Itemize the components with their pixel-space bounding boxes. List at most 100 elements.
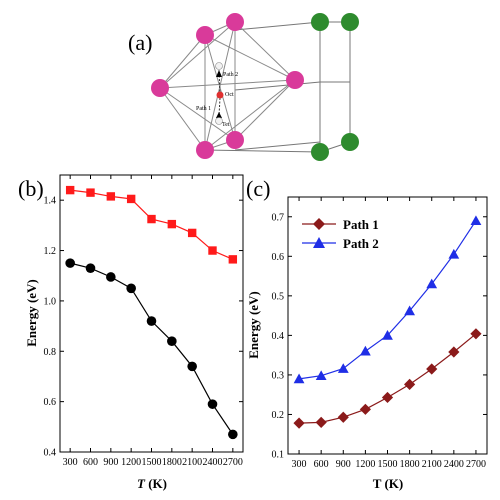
- panel-c-plot-frame: [287, 196, 488, 455]
- panel-c-x-tick-label: 600: [314, 459, 329, 470]
- second-cell-frame: [204, 21, 351, 153]
- host-atom-left: [151, 79, 169, 97]
- panel-b-series-2-point: [207, 399, 218, 409]
- panel-b-series-2-point: [65, 258, 75, 268]
- path-2-line: [218, 69, 221, 96]
- panel-c-x-tick-label: 900: [336, 459, 351, 470]
- panel-b-series-1-point: [208, 246, 217, 255]
- tetrahedral-site-upper: [215, 62, 223, 70]
- panel-b-x-tick-label: 600: [83, 457, 98, 468]
- octahedral-site: [216, 91, 224, 99]
- panel-b-y-axis: 0.4 0.6 0.8 1.0 1.2 1.4: [44, 196, 243, 459]
- panel-b-series-1-point: [106, 192, 116, 201]
- panel-b-x-tick-label: 900: [103, 457, 118, 468]
- panel-c-series: [293, 215, 482, 429]
- panel-a-structure: (a): [128, 13, 359, 161]
- panel-b-series-2-line: [70, 262, 234, 435]
- panel-c-y-tick-label: 0.1: [272, 450, 285, 461]
- panel-c-x-tick-label: 2700: [466, 459, 486, 470]
- panel-b-label: (b): [18, 176, 44, 201]
- panel-b-series-1-point: [228, 255, 238, 264]
- panel-b-chart: (b) 0.4 0.6 0.8 1.0 1.2 1.4 300 600 900 1200 1500…: [18, 174, 244, 491]
- panel-b-series-2-point: [187, 361, 197, 372]
- panel-b-y-tick-label: 1.2: [44, 246, 57, 257]
- panel-c-y-axis: 0.1 0.2 0.3 0.4 0.5 0.6 0.7: [272, 212, 487, 461]
- panel-b-y-tick-label: 1.4: [44, 196, 57, 207]
- panel-b-series-2-point: [106, 272, 116, 282]
- panel-b-y-tick-label: 1.0: [44, 296, 57, 307]
- panel-b-series-2-point: [146, 316, 157, 326]
- panel-b-x-tick-label: 1500: [142, 457, 162, 468]
- panel-c-x-tick-label: 1200: [355, 459, 375, 470]
- panel-c-series-1-point: [381, 391, 394, 404]
- panel-c-x-tick-label: 2100: [422, 459, 442, 470]
- panel-c-series-1-point: [337, 411, 349, 423]
- panel-b-x-axis-title-symbol: T: [137, 476, 146, 491]
- panel-c-series-2-point: [293, 373, 305, 384]
- panel-b-x-tick-label: 2400: [203, 457, 223, 468]
- panel-c-y-tick-label: 0.2: [272, 410, 285, 421]
- host-atom-top-back: [226, 13, 244, 31]
- panel-b-series-2-point: [85, 263, 96, 273]
- panel-b-x-tick-label: 2100: [182, 457, 202, 468]
- panel-c-series-1-point: [404, 378, 416, 391]
- path-1-arrow-icon: [216, 112, 222, 118]
- panel-c-series-2-point: [359, 345, 371, 356]
- panel-c-series-1-point: [448, 346, 460, 358]
- panel-c-series-2-point: [448, 248, 460, 259]
- oct-site-label: Oct: [225, 92, 234, 98]
- panel-b-series-1-point: [86, 188, 95, 197]
- panel-c-x-axis-title: T (K): [373, 476, 403, 491]
- panel-b-series-1-point: [65, 185, 75, 195]
- interstitial-sites: Path 2 Path 1 Oct Tet: [196, 62, 238, 128]
- host-atoms: [151, 13, 304, 159]
- host-atom-top-front: [196, 26, 214, 44]
- legend-path-1-marker: [313, 218, 325, 230]
- panel-c-series-2-point: [337, 363, 349, 373]
- second-atom-bottom-front: [311, 143, 329, 161]
- panel-c-series-2-point: [382, 329, 393, 340]
- panel-b-series-2-point: [228, 429, 238, 440]
- panel-b-x-tick-label: 1200: [121, 457, 141, 468]
- panel-a-label: (a): [128, 30, 152, 55]
- panel-c-x-tick-label: 1800: [400, 459, 420, 470]
- panel-b-series-1-point: [147, 214, 156, 224]
- panel-b-x-tick-label: 300: [63, 457, 78, 468]
- host-atom-right: [286, 71, 304, 89]
- path-2-label: Path 2: [223, 72, 238, 78]
- tetrahedral-site-lower: [215, 117, 223, 125]
- path-2-arrow-icon: [216, 70, 222, 77]
- second-atoms: [311, 13, 359, 161]
- second-atom-top-back: [341, 13, 359, 31]
- panel-b-y-tick-label: 0.6: [44, 397, 57, 408]
- panel-c-y-tick-label: 0.6: [272, 252, 285, 263]
- panel-b-x-axis-title: T (K): [137, 476, 167, 491]
- host-atom-bottom-back: [226, 131, 244, 149]
- path-1-label: Path 1: [196, 106, 211, 112]
- tet-site-label: Tet: [222, 122, 230, 128]
- panel-c-y-tick-label: 0.5: [272, 291, 285, 302]
- panel-c-chart: (c) 0.10.20.30.40.50.60.7 300 600 900 1200 1…: [246, 176, 488, 491]
- legend-path-1-label: Path 1: [343, 217, 379, 232]
- panel-b-x-axis-title-unit: (K): [145, 476, 167, 491]
- panel-c-y-tick-label: 0.3: [272, 370, 285, 381]
- panel-c-series-2-point: [426, 278, 438, 289]
- panel-c-series-1-point: [359, 403, 371, 415]
- panel-b-y-axis-title: Energy (eV): [24, 279, 39, 347]
- panel-c-y-tick-label: 0.4: [272, 331, 285, 342]
- panel-c-series-2-point: [404, 305, 416, 316]
- panel-b-x-axis: 300 600 900 1200 1500 1800 2100 2400 2700: [63, 175, 243, 468]
- panel-c-y-tick-label: 0.7: [272, 212, 285, 223]
- second-atom-top-front: [311, 13, 329, 31]
- panel-b-series-1-point: [167, 219, 177, 229]
- panel-c-series-2-point: [470, 215, 482, 226]
- panel-b-series: [65, 185, 238, 440]
- panel-c-series-1-point: [293, 417, 305, 429]
- panel-b-x-tick-label: 1800: [162, 457, 182, 468]
- panel-c-x-axis: 300 600 900 1200 1500 1800 2100 2400 2700: [292, 197, 486, 470]
- panel-b-x-tick-label: 2700: [223, 457, 243, 468]
- panel-c-series-1-point: [426, 363, 438, 375]
- panel-b-y-tick-label: 0.8: [44, 347, 57, 358]
- host-atom-bottom-front: [196, 141, 214, 159]
